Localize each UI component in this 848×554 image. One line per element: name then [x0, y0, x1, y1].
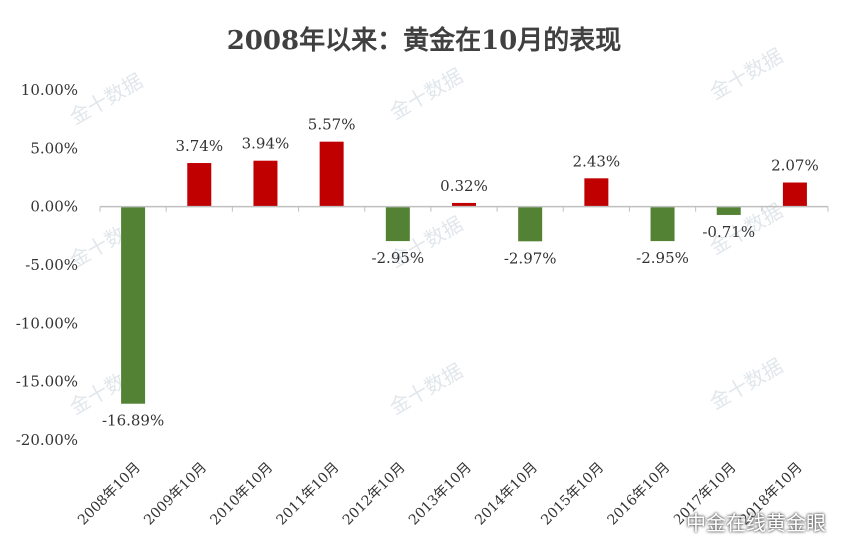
- watermark-text: 金十数据: [386, 359, 467, 420]
- bar: [650, 206, 675, 242]
- data-label: -2.95%: [371, 249, 424, 267]
- bar: [253, 160, 278, 207]
- data-label: -2.97%: [504, 249, 557, 267]
- data-labels: -16.89% 3.74% 3.94% 5.57% -2.95% 0.32% -2.97% 2…: [102, 116, 819, 430]
- x-tick-label: 2014年10月: [472, 460, 541, 529]
- y-axis-ticks: 10.00% 5.00% 0.00% -5.00% -10.00% -15.00% -20.…: [16, 81, 78, 449]
- data-label: -16.89%: [102, 412, 164, 430]
- x-tick-label: 2012年10月: [340, 460, 409, 529]
- data-label: 0.32%: [440, 177, 488, 195]
- data-label: 3.94%: [242, 135, 290, 153]
- wechat-icon: [658, 512, 680, 530]
- data-label: 2.07%: [771, 157, 819, 175]
- bar: [782, 182, 807, 207]
- watermark-text: 金十数据: [706, 44, 787, 105]
- watermark-text: 金十数据: [386, 64, 467, 125]
- bar: [385, 206, 410, 242]
- data-label: 3.74%: [175, 137, 223, 155]
- data-label: 5.57%: [308, 116, 356, 134]
- y-tick-label: -20.00%: [16, 431, 78, 449]
- y-tick-label: -10.00%: [16, 314, 78, 332]
- y-tick-label: -15.00%: [16, 373, 78, 391]
- data-label: -2.95%: [636, 249, 689, 267]
- bar-series: [121, 141, 807, 404]
- bar: [187, 163, 212, 207]
- data-label: -0.71%: [702, 223, 755, 241]
- y-tick-label: 5.00%: [30, 139, 78, 157]
- bar: [319, 141, 344, 207]
- bar: [121, 206, 146, 404]
- data-label: 2.43%: [573, 152, 621, 170]
- chart-title: 2008年以来：黄金在10月的表现: [226, 26, 622, 56]
- bar: [452, 202, 476, 207]
- x-tick-label: 2009年10月: [141, 460, 210, 529]
- x-tick-label: 2010年10月: [207, 460, 276, 529]
- x-tick-label: 2013年10月: [406, 460, 475, 529]
- footer-text: 中金在线黄金眼: [686, 511, 826, 535]
- x-tick-label: 2011年10月: [274, 460, 343, 529]
- x-tick-label: 2015年10月: [538, 460, 607, 529]
- y-tick-label: 0.00%: [30, 198, 78, 216]
- y-tick-label: -5.00%: [25, 256, 78, 274]
- footer-brand: 中金在线黄金眼: [658, 507, 826, 536]
- x-tick-label: 2008年10月: [75, 460, 144, 529]
- bar: [716, 206, 741, 215]
- watermark-text: 金十数据: [706, 354, 787, 415]
- bar: [518, 206, 543, 242]
- bar: [584, 178, 609, 207]
- y-tick-label: 10.00%: [21, 81, 78, 99]
